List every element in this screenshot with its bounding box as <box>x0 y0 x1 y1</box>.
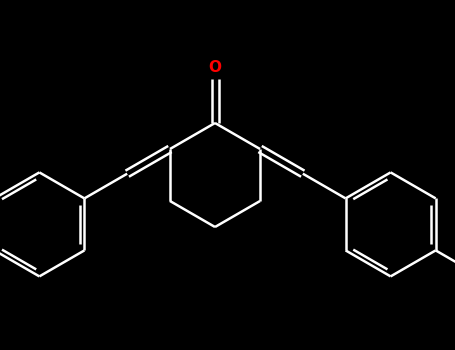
Text: O: O <box>208 60 222 75</box>
